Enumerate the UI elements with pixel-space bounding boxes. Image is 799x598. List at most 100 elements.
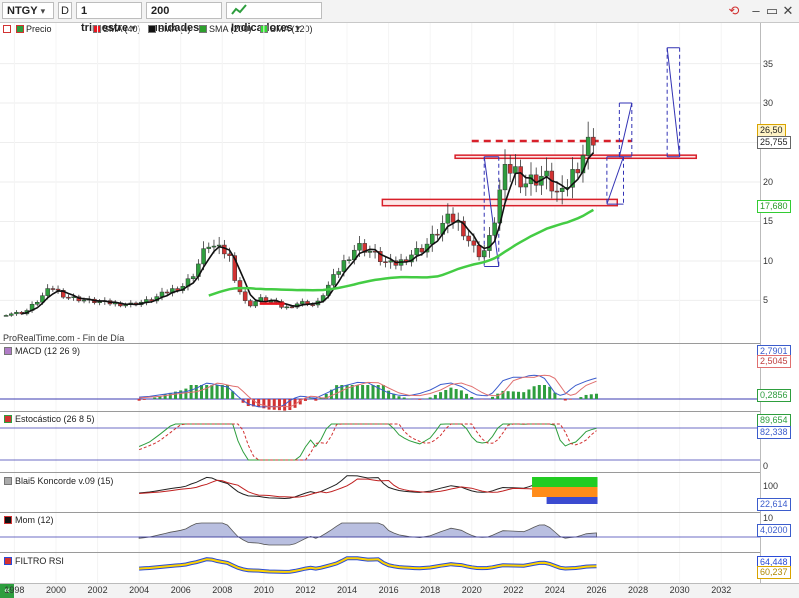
- candle-body: [493, 223, 497, 235]
- candle-body: [98, 302, 102, 303]
- minimize-icon[interactable]: –: [748, 3, 764, 19]
- macd-histogram-bar: [569, 399, 572, 400]
- candle-body: [337, 272, 341, 275]
- candle-body: [311, 305, 315, 306]
- macd-histogram-bar: [543, 385, 546, 399]
- candle-body: [555, 191, 559, 192]
- candle-body: [591, 137, 595, 145]
- macd-histogram-bar: [460, 390, 463, 399]
- candle-body: [300, 301, 304, 303]
- koncorde-100: 100: [763, 481, 778, 491]
- panel-separator: [0, 552, 760, 553]
- time-tick: 2030: [670, 585, 690, 595]
- panel-separator: [0, 343, 760, 344]
- time-tick: 2020: [462, 585, 482, 595]
- time-tick: 2026: [586, 585, 606, 595]
- chart-area[interactable]: [0, 23, 760, 583]
- stoch-panel-label[interactable]: Estocástico (26 8 5): [4, 414, 95, 425]
- price-tick: 35: [763, 59, 773, 69]
- macd-histogram-bar: [590, 394, 593, 399]
- candle-body: [446, 214, 450, 223]
- koncorde-panel-label[interactable]: Blai5 Koncorde v.09 (15): [4, 476, 113, 487]
- candle-body: [430, 234, 434, 244]
- macd-histogram-bar: [304, 399, 307, 401]
- candle-body: [66, 297, 70, 298]
- candle-body: [368, 251, 372, 252]
- candle-body: [290, 307, 294, 308]
- units-selector[interactable]: 200 unidades▾: [146, 2, 222, 19]
- time-tick: 2000: [46, 585, 66, 595]
- d-button[interactable]: D: [58, 2, 72, 19]
- candle-body: [545, 171, 549, 176]
- macd-histogram-bar: [221, 385, 224, 399]
- time-tick: 2008: [212, 585, 232, 595]
- macd-histogram-bar: [512, 391, 515, 399]
- koncorde-label: Blai5 Koncorde v.09 (15): [15, 476, 113, 486]
- macd-histogram-bar: [309, 398, 312, 399]
- candle-body: [560, 188, 564, 191]
- time-tick: 2010: [254, 585, 274, 595]
- rsi-value-2: 60,237: [757, 566, 791, 579]
- macd-histogram-bar: [361, 385, 364, 399]
- macd-histogram-bar: [449, 388, 452, 399]
- time-tick: 2014: [337, 585, 357, 595]
- candle-body: [513, 167, 517, 174]
- price-candles: [4, 122, 595, 317]
- indicators-button[interactable]: Indicadores▾: [226, 2, 322, 19]
- candle-body: [435, 234, 439, 235]
- macd-histogram-bar: [200, 385, 203, 399]
- rsi-label: FILTRO RSI: [15, 556, 64, 566]
- stoch-d-line: [139, 424, 596, 460]
- candle-body: [576, 169, 580, 173]
- macd-histogram-bar: [356, 385, 359, 399]
- macd-histogram-bar: [366, 385, 369, 399]
- macd-histogram-bar: [465, 394, 468, 399]
- koncorde-value: 22,614: [757, 498, 791, 511]
- macd-histogram-bar: [408, 398, 411, 399]
- rsi-panel-label[interactable]: FILTRO RSI: [4, 556, 64, 567]
- candle-body: [4, 315, 8, 316]
- candle-body: [202, 249, 206, 264]
- macd-histogram-bar: [579, 397, 582, 399]
- macd-histogram-bar: [496, 394, 499, 399]
- candle-body: [347, 260, 351, 261]
- projection-diag-3: [619, 103, 631, 157]
- macd-histogram-bar: [346, 385, 349, 399]
- macd-histogram-bar: [507, 391, 510, 399]
- timeframe-selector[interactable]: 1 trimestre▾: [76, 2, 142, 19]
- candle-body: [519, 167, 523, 187]
- panel-separator: [0, 512, 760, 513]
- macd-histogram-bar: [527, 389, 530, 399]
- candle-body: [56, 289, 60, 290]
- symbol-selector[interactable]: NTGY▾: [2, 2, 54, 19]
- candle-body: [389, 261, 393, 262]
- macd-histogram-bar: [335, 385, 338, 399]
- mom-panel-label[interactable]: Mom (12): [4, 515, 54, 526]
- candle-body: [46, 289, 50, 296]
- candle-body: [357, 243, 361, 250]
- macd-histogram-bar: [184, 389, 187, 399]
- macd-histogram-bar: [216, 385, 219, 399]
- candle-body: [165, 292, 169, 293]
- candle-body: [207, 247, 211, 249]
- channel-annotations: [382, 48, 696, 267]
- panel-separator: [0, 472, 760, 473]
- chevron-down-icon: ▾: [41, 6, 46, 16]
- close-icon[interactable]: ✕: [780, 3, 796, 19]
- macd-label: MACD (12 26 9): [15, 346, 80, 356]
- maximize-icon[interactable]: ▭: [764, 3, 780, 19]
- time-tick: 2024: [545, 585, 565, 595]
- toolbar: NTGY▾ D 1 trimestre▾ 200 unidades▾ Indic…: [0, 0, 799, 23]
- macd-histogram-bar: [455, 389, 458, 399]
- macd-histogram-bar: [372, 385, 375, 399]
- macd-panel-label[interactable]: MACD (12 26 9): [4, 346, 80, 357]
- candle-body: [243, 292, 247, 301]
- macd-histogram-bar: [517, 392, 520, 399]
- macd-histogram-bar: [429, 397, 432, 399]
- panel-separator: [0, 411, 760, 412]
- candle-body: [586, 137, 590, 155]
- macd-histogram-bar: [143, 399, 146, 400]
- sma40-value-tag: 17,680: [757, 200, 791, 213]
- refresh-icon[interactable]: ⟲: [726, 3, 742, 19]
